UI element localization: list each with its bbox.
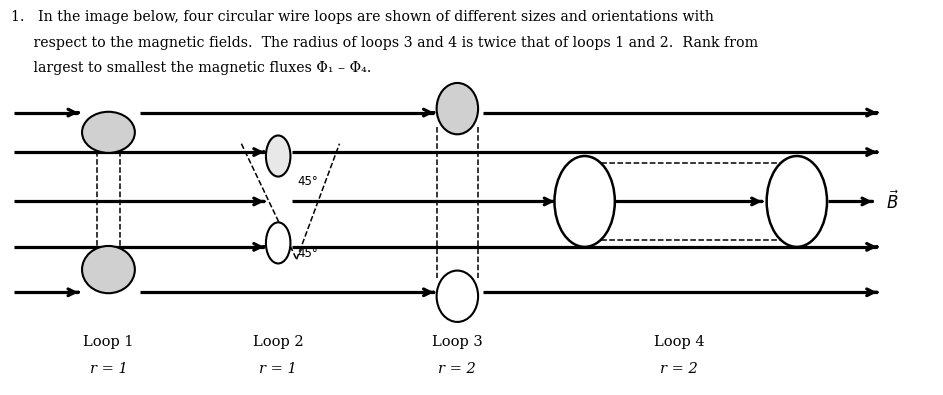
- Text: respect to the magnetic fields.  The radius of loops 3 and 4 is twice that of lo: respect to the magnetic fields. The radi…: [11, 36, 758, 49]
- Ellipse shape: [82, 112, 135, 153]
- Text: 45°: 45°: [297, 248, 318, 260]
- Text: Loop 2: Loop 2: [253, 335, 304, 349]
- Ellipse shape: [82, 246, 135, 293]
- Text: r = 1: r = 1: [90, 362, 127, 376]
- Ellipse shape: [266, 222, 290, 263]
- Ellipse shape: [437, 83, 478, 134]
- Text: Loop 3: Loop 3: [432, 335, 483, 349]
- Text: 45°: 45°: [297, 175, 318, 188]
- Ellipse shape: [767, 156, 827, 247]
- Text: Loop 4: Loop 4: [653, 335, 704, 349]
- Text: r = 2: r = 2: [438, 362, 476, 376]
- Text: $\vec{B}$: $\vec{B}$: [886, 190, 900, 213]
- Ellipse shape: [266, 135, 290, 177]
- Text: r = 1: r = 1: [259, 362, 297, 376]
- Text: largest to smallest the magnetic fluxes Φ₁ – Φ₄.: largest to smallest the magnetic fluxes …: [11, 61, 372, 75]
- Text: 1.   In the image below, four circular wire loops are shown of different sizes a: 1. In the image below, four circular wir…: [11, 10, 714, 24]
- Ellipse shape: [437, 271, 478, 322]
- Ellipse shape: [554, 156, 615, 247]
- Text: r = 2: r = 2: [660, 362, 698, 376]
- Text: Loop 1: Loop 1: [83, 335, 134, 349]
